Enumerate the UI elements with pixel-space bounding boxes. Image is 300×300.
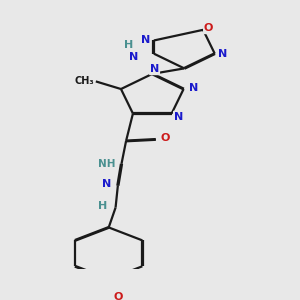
Text: H: H xyxy=(124,40,133,50)
Text: O: O xyxy=(204,23,213,33)
Text: O: O xyxy=(160,133,170,143)
Text: N: N xyxy=(189,82,198,92)
Text: N: N xyxy=(174,112,183,122)
Text: N: N xyxy=(150,64,159,74)
Text: H: H xyxy=(98,201,107,211)
Text: O: O xyxy=(113,292,122,300)
Text: N: N xyxy=(102,179,111,189)
Text: N: N xyxy=(218,49,228,59)
Text: NH: NH xyxy=(98,159,116,169)
Text: N: N xyxy=(141,35,150,46)
Text: N: N xyxy=(129,52,138,62)
Text: CH₃: CH₃ xyxy=(75,76,94,86)
